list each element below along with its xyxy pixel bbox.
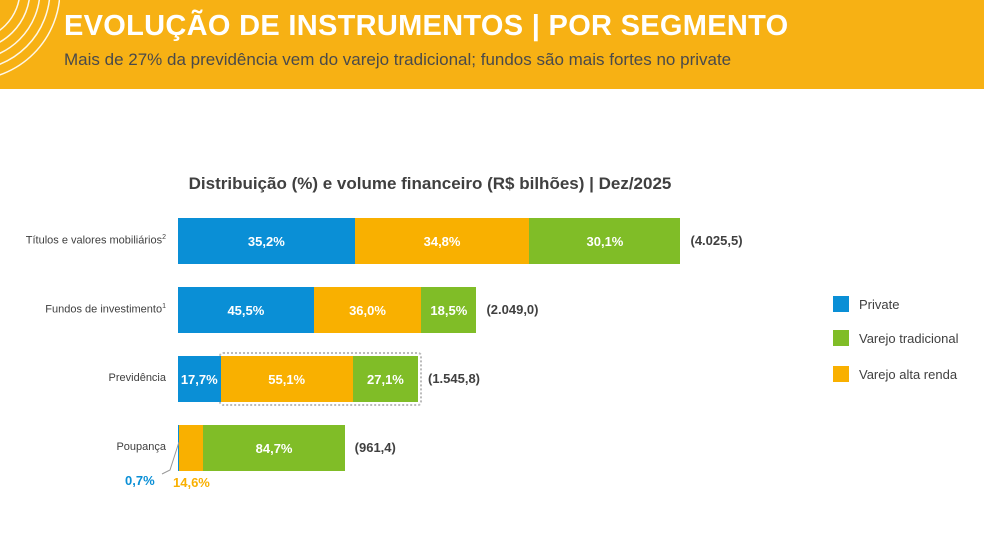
total-label: (2.049,0) <box>486 302 539 317</box>
bar-segment-varejo-alta-renda: 34,8% <box>354 218 530 264</box>
page-title: EVOLUÇÃO DE INSTRUMENTOS | POR SEGMENTO <box>64 10 789 42</box>
category-label-text: Poupança <box>116 441 166 453</box>
category-label-text: Fundos de investimento <box>45 303 163 316</box>
data-label: 17,7% <box>180 371 218 387</box>
bar-segment-varejo-alta-renda <box>179 425 204 471</box>
total-label: (961,4) <box>354 440 396 455</box>
legend-swatch <box>833 330 849 346</box>
bar-segment-varejo-tradicional: 27,1% <box>352 356 418 402</box>
category-label: Poupança <box>116 441 166 453</box>
category-label-text: Títulos e valores mobiliários <box>25 234 163 247</box>
bar-segment-varejo-alta-renda: 36,0% <box>313 287 422 333</box>
bar-segment-varejo-alta-renda: 55,1% <box>220 356 353 402</box>
legend-label: Varejo alta renda <box>859 366 958 382</box>
category-label: Fundos de investimento1 <box>45 303 166 316</box>
bar-segment-private <box>178 425 180 471</box>
bar-segment-varejo-tradicional: 18,5% <box>421 287 477 333</box>
bar-segment-varejo-tradicional: 30,1% <box>529 218 681 264</box>
legend-item: Private <box>833 296 899 312</box>
leader-line <box>161 441 180 475</box>
data-label: 36,0% <box>349 302 386 318</box>
data-label: 35,2% <box>247 233 285 249</box>
legend-item: Varejo tradicional <box>833 330 958 346</box>
total-label: (4.025,5) <box>690 233 743 248</box>
category-label: Previdência <box>109 372 166 384</box>
bar-segment-private: 35,2% <box>178 218 355 264</box>
data-label: 55,1% <box>268 371 306 387</box>
header-banner: EVOLUÇÃO DE INSTRUMENTOS | POR SEGMENTO … <box>0 0 984 89</box>
bar-segment-varejo-tradicional: 84,7% <box>203 425 345 471</box>
data-label: 18,5% <box>430 302 468 318</box>
bar-segment-private: 45,5% <box>178 287 314 333</box>
legend-swatch <box>833 366 849 382</box>
data-label: 14,6% <box>173 475 210 490</box>
data-label: 84,7% <box>255 440 293 456</box>
concentric-arcs-logo <box>0 0 60 76</box>
data-label: 30,1% <box>586 233 624 249</box>
data-label: 45,5% <box>227 302 265 318</box>
total-label: (1.545,8) <box>427 371 481 386</box>
footnote-marker: 1 <box>162 303 166 310</box>
legend-label: Varejo tradicional <box>859 330 959 346</box>
page-subtitle: Mais de 27% da previdência vem do varejo… <box>64 50 732 69</box>
footnote-marker: 2 <box>162 234 166 241</box>
chart-title: Distribuição (%) e volume financeiro (R$… <box>188 174 672 193</box>
bar-segment-private: 17,7% <box>178 356 221 402</box>
legend-label: Private <box>859 296 900 312</box>
legend-swatch <box>833 296 849 312</box>
category-label-text: Previdência <box>108 372 166 384</box>
data-label: 34,8% <box>423 233 461 249</box>
data-label: 0,7% <box>125 473 155 488</box>
data-label: 27,1% <box>367 371 404 387</box>
category-label: Títulos e valores mobiliários2 <box>26 234 166 247</box>
legend-item: Varejo alta renda <box>833 366 957 382</box>
